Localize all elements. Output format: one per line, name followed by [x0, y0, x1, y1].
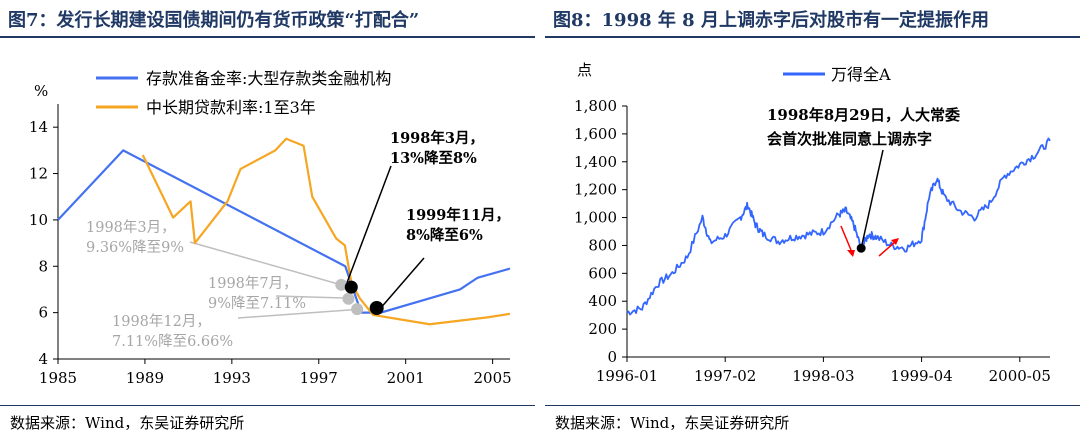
y-tick-label: 200	[588, 320, 617, 338]
x-tick-label: 1985	[39, 369, 77, 387]
annotation-connector	[237, 308, 362, 319]
annotation-text: 7.11%降至6.66%	[112, 333, 233, 350]
red-arrow-up	[878, 241, 896, 257]
annotation-text: 8%降至6%	[406, 226, 483, 244]
annotation-text: 1998年3月，	[86, 219, 176, 236]
series-line	[141, 137, 511, 326]
annotation-text: 13%降至8%	[390, 149, 477, 167]
annotation-text: 9.36%降至9%	[86, 239, 184, 256]
chart-title: 图8：1998 年 8 月上调赤字后对股市有一定提振作用	[553, 10, 989, 31]
chart-title: 图7：发行长期建设国债期间仍有货币政策“打配合”	[8, 10, 420, 31]
y-tick-label: 1,200	[574, 181, 617, 199]
red-arrow-up-head	[891, 238, 899, 245]
red-arrow-down	[840, 225, 852, 251]
source-rule	[0, 405, 535, 406]
y-tick-label: 8	[38, 257, 48, 275]
annotation-text: 1999年11月，	[406, 206, 510, 224]
y-tick-label: 6	[38, 304, 48, 322]
y-tick-label: 14	[29, 118, 48, 136]
annotation-marker	[856, 243, 866, 253]
chart-panel-left: 图7：发行长期建设国债期间仍有货币政策“打配合” 4 6 8 10 12 14 1985 19…	[0, 0, 535, 444]
line-chart-rates: 4 6 8 10 12 14 1985 1989 1993 1997 2001 2005% 存款准备金率…	[29, 69, 512, 387]
x-tick-label: 1998-03	[792, 367, 854, 385]
y-tick-label: 1,000	[574, 209, 617, 227]
source-rule	[545, 405, 1080, 406]
x-tick-label: 2000-05	[989, 367, 1051, 385]
annotation-marker	[342, 292, 355, 305]
annotation-connector	[344, 165, 392, 288]
x-tick-label: 1993	[213, 369, 251, 387]
x-tick-label: 1997	[300, 369, 338, 387]
annotation-connector	[275, 295, 353, 300]
legend-label: 中长期贷款利率:1至3年	[146, 98, 316, 117]
x-tick-label: 2005	[474, 369, 512, 387]
annotation-text: 1998年3月，	[390, 129, 484, 147]
chart-source: 数据来源：Wind，东吴证券研究所	[555, 414, 790, 432]
x-tick-label: 2001	[387, 369, 425, 387]
x-tick-label: 1989	[126, 369, 164, 387]
annotation-marker	[351, 303, 364, 316]
y-tick-label: 400	[588, 292, 617, 310]
y-tick-label: 10	[29, 211, 48, 229]
x-tick-label: 1996-01	[596, 367, 658, 385]
annotation-marker	[369, 301, 384, 315]
y-tick-label: 600	[588, 264, 617, 282]
legend-label: 存款准备金率:大型存款类金融机构	[146, 69, 391, 88]
annotation-connector	[189, 241, 346, 287]
annotation-marker	[335, 278, 348, 291]
annotation-text: 会首次批准同意上调赤字	[767, 130, 932, 148]
annotation-text: 9%降至7.11%	[208, 295, 306, 312]
annotation-marker	[344, 280, 358, 294]
annotation-text: 1998年8月29日，人大常委	[767, 106, 960, 124]
x-tick-label: 1999-04	[890, 367, 952, 385]
y-axis-label: 点	[577, 61, 592, 79]
legend-label: 万得全A	[831, 65, 891, 84]
y-tick-label: 4	[38, 350, 48, 368]
chart-source: 数据来源：Wind，东吴证券研究所	[10, 414, 245, 432]
y-axis-label: %	[34, 82, 48, 100]
title-rule	[0, 36, 535, 38]
red-arrow-down-head	[847, 250, 855, 257]
y-tick-label: 12	[29, 165, 48, 183]
annotation-text: 1998年12月，	[112, 313, 211, 330]
annotation-connector	[860, 149, 884, 249]
y-tick-label: 1,400	[574, 153, 617, 171]
series-line	[626, 137, 1051, 316]
y-tick-label: 0	[607, 348, 617, 366]
y-tick-label: 1,600	[574, 125, 617, 143]
title-rule	[545, 36, 1080, 38]
x-tick-label: 1997-02	[694, 367, 756, 385]
chart-panel-right: 图8：1998 年 8 月上调赤字后对股市有一定提振作用 0 200 400 600 8…	[545, 0, 1080, 444]
annotation-text: 1998年7月，	[208, 275, 298, 292]
annotation-connector	[380, 257, 425, 309]
y-tick-label: 800	[588, 236, 617, 254]
y-tick-label: 1,800	[574, 97, 617, 115]
line-chart-index: 0 200 400 600 800 1,000 1,200 1,400 1,600 1,800 19…	[574, 61, 1051, 385]
